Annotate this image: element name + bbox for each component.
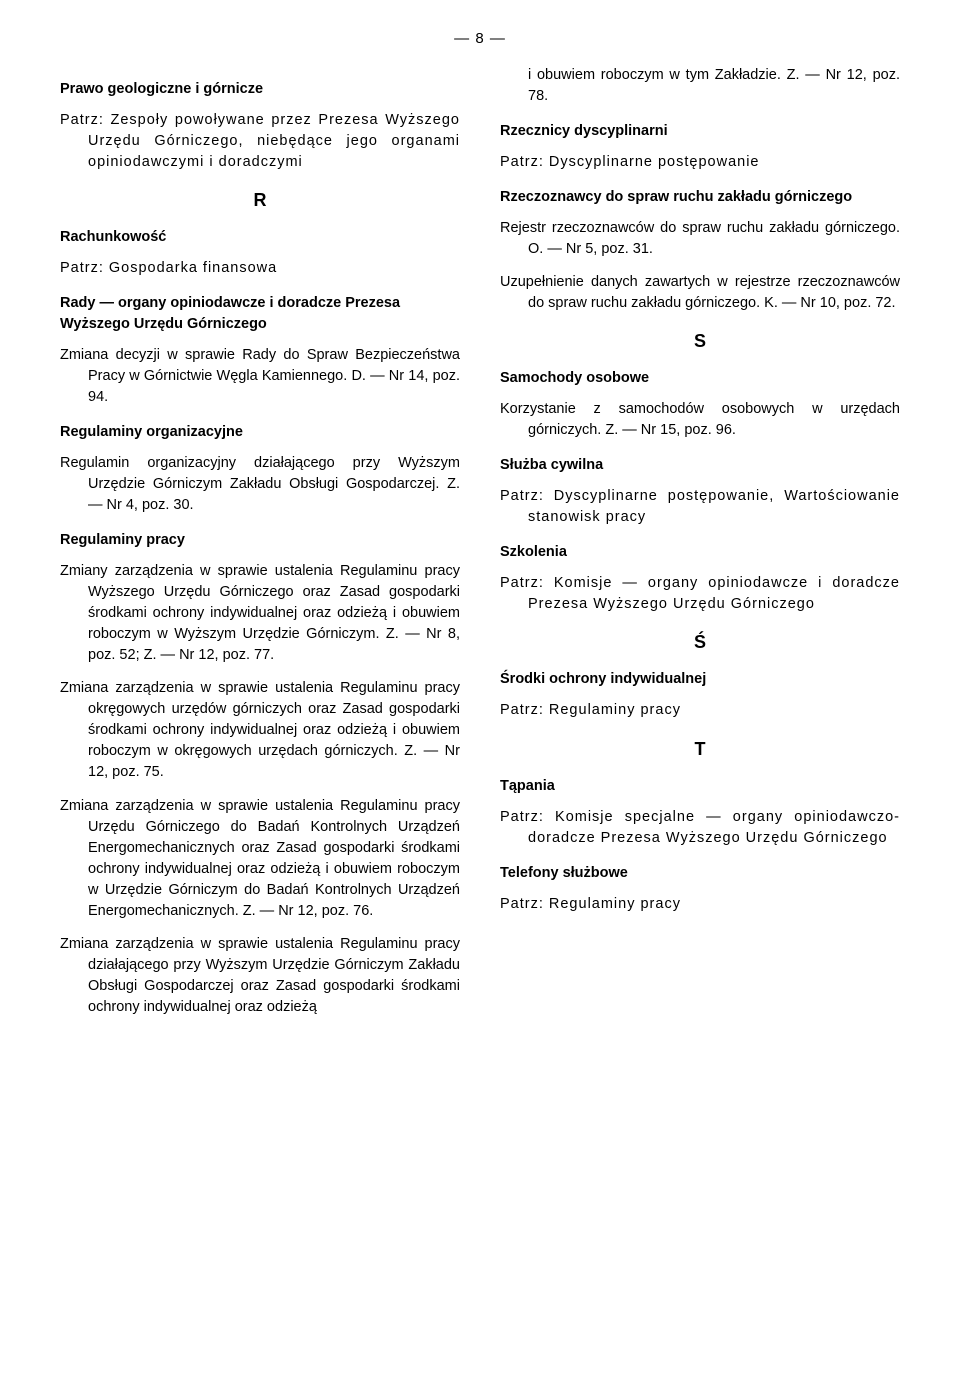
entry-patrz-regulaminy2: Patrz: Regulaminy pracy bbox=[500, 894, 900, 915]
entry-patrz-regulaminy: Patrz: Regulaminy pracy bbox=[500, 700, 900, 721]
heading-telefony: Telefony służbowe bbox=[500, 863, 900, 884]
entry-korzystanie: Korzystanie z samochodów osobowych w urz… bbox=[500, 399, 900, 441]
section-letter-t: T bbox=[500, 736, 900, 762]
heading-regulaminy-org: Regulaminy organizacyjne bbox=[60, 422, 460, 443]
heading-rzeczoznawcy: Rzeczoznawcy do spraw ruchu zakładu górn… bbox=[500, 187, 900, 208]
heading-tapania: Tąpania bbox=[500, 776, 900, 797]
section-letter-r: R bbox=[60, 187, 460, 213]
heading-rady: Rady — organy opiniodawcze i doradcze Pr… bbox=[60, 293, 460, 335]
right-column: i obuwiem roboczym w tym Zakładzie. Z. —… bbox=[500, 65, 900, 1030]
heading-szkolenia: Szkolenia bbox=[500, 542, 900, 563]
entry-regulamin-org: Regulamin organizacyjny działającego prz… bbox=[60, 453, 460, 516]
entry-zmiana-decyzji: Zmiana decyzji w sprawie Rady do Spraw B… bbox=[60, 345, 460, 408]
entry-zmiana-badan: Zmiana zarządzenia w sprawie ustalenia R… bbox=[60, 796, 460, 922]
left-column: Prawo geologiczne i górnicze Patrz: Zesp… bbox=[60, 65, 460, 1030]
heading-prawo: Prawo geologiczne i górnicze bbox=[60, 79, 460, 100]
heading-rachunkowosc: Rachunkowość bbox=[60, 227, 460, 248]
entry-patrz-dyscy-wart: Patrz: Dyscyplinarne postępowanie, Warto… bbox=[500, 486, 900, 528]
entry-continuation: i obuwiem roboczym w tym Zakładzie. Z. —… bbox=[500, 65, 900, 107]
entry-patrz-zespoly: Patrz: Zespoły powoływane przez Prezesa … bbox=[60, 110, 460, 173]
entry-zmiana-okreg: Zmiana zarządzenia w sprawie ustalenia R… bbox=[60, 678, 460, 783]
heading-sluzba: Służba cywilna bbox=[500, 455, 900, 476]
heading-regulaminy-pracy: Regulaminy pracy bbox=[60, 530, 460, 551]
section-letter-sacute: Ś bbox=[500, 629, 900, 655]
heading-srodki: Środki ochrony indywidualnej bbox=[500, 669, 900, 690]
entry-patrz-komisje-spec: Patrz: Komisje specjalne — organy opinio… bbox=[500, 807, 900, 849]
two-column-layout: Prawo geologiczne i górnicze Patrz: Zesp… bbox=[60, 65, 900, 1030]
entry-uzupelnienie: Uzupełnienie danych zawartych w rejestrz… bbox=[500, 272, 900, 314]
entry-patrz-dyscyplinarne: Patrz: Dyscyplinarne postępowanie bbox=[500, 152, 900, 173]
heading-samochody: Samochody osobowe bbox=[500, 368, 900, 389]
page-number: — 8 — bbox=[60, 30, 900, 47]
entry-rejestr: Rejestr rzeczoznawców do spraw ruchu zak… bbox=[500, 218, 900, 260]
heading-rzecznicy: Rzecznicy dyscyplinarni bbox=[500, 121, 900, 142]
page: — 8 — Prawo geologiczne i górnicze Patrz… bbox=[0, 0, 960, 1050]
entry-zmiana-zaklad: Zmiana zarządzenia w sprawie ustalenia R… bbox=[60, 934, 460, 1018]
section-letter-s: S bbox=[500, 328, 900, 354]
entry-patrz-gospodarka: Patrz: Gospodarka finansowa bbox=[60, 258, 460, 279]
entry-patrz-komisje: Patrz: Komisje — organy opiniodawcze i d… bbox=[500, 573, 900, 615]
entry-zmiany-wug: Zmiany zarządzenia w sprawie ustalenia R… bbox=[60, 561, 460, 666]
